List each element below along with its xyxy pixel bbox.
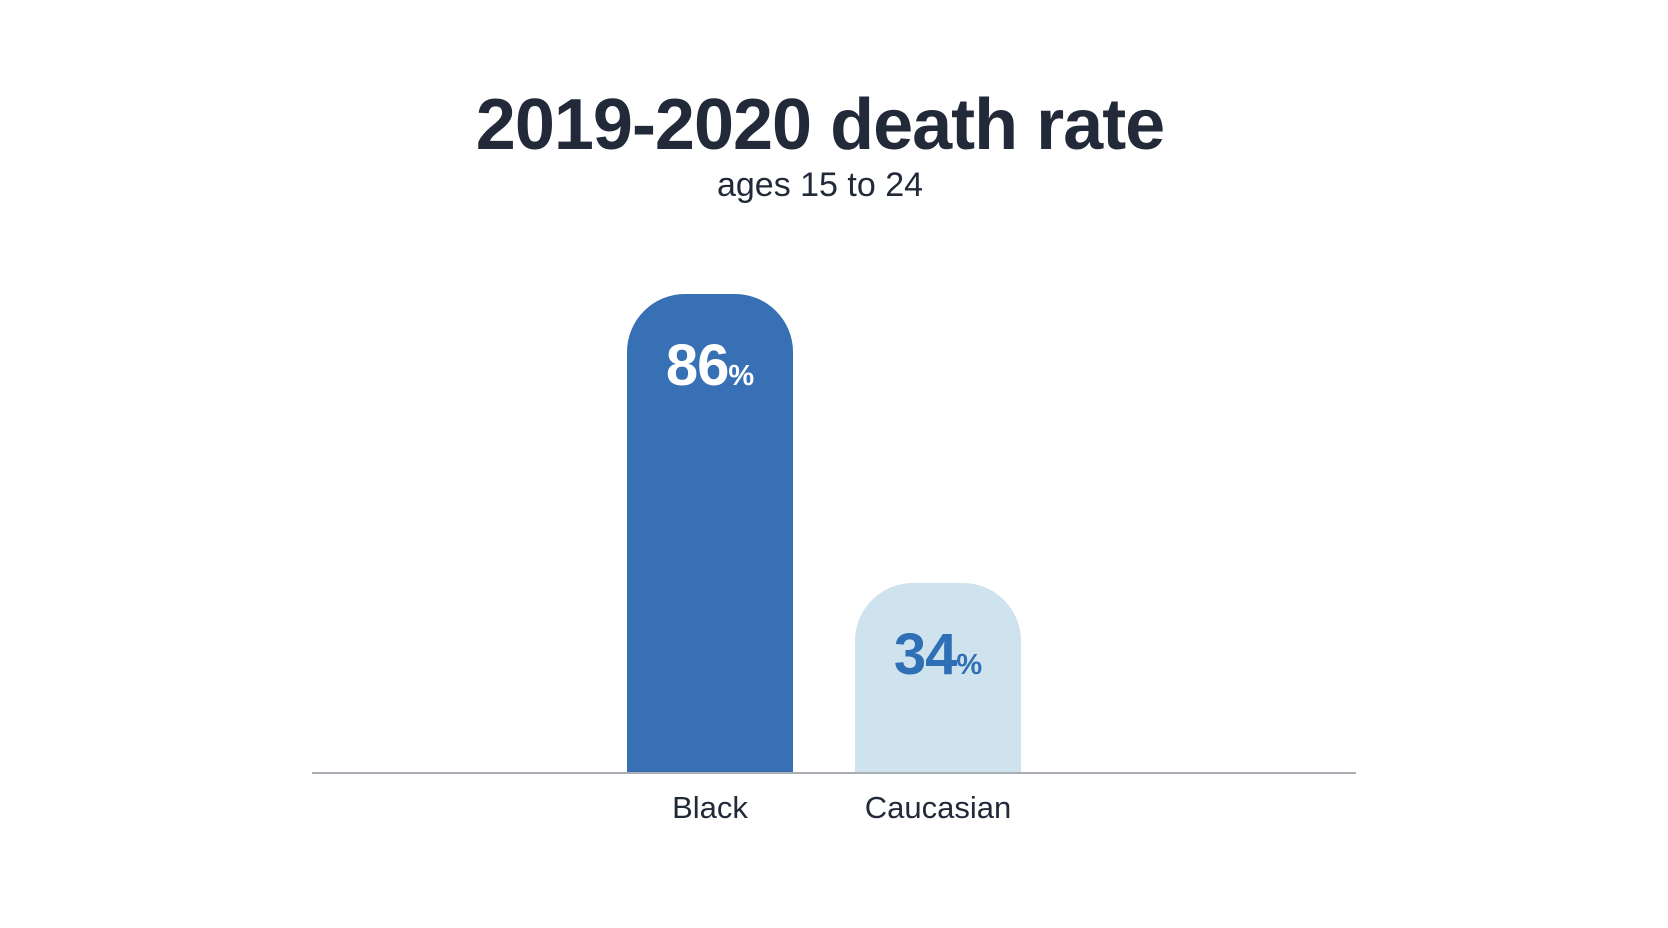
bar-value-caucasian-number: 34 [893,622,958,687]
category-label-caucasian: Caucasian [864,790,1012,825]
bar-black: 86% [627,294,793,772]
percent-sign-caucasian: % [956,649,983,681]
x-axis-line [312,772,1356,774]
chart-subtitle: ages 15 to 24 [716,166,924,204]
bar-value-black-number: 86 [665,333,730,398]
percent-sign-black: % [728,360,755,392]
category-label-black: Black [672,790,748,825]
bar-caucasian: 34% [855,583,1021,772]
bar-value-black: 86% [666,332,754,399]
chart-title: 2019-2020 death rate [475,85,1165,165]
bar-value-caucasian: 34% [894,621,982,688]
